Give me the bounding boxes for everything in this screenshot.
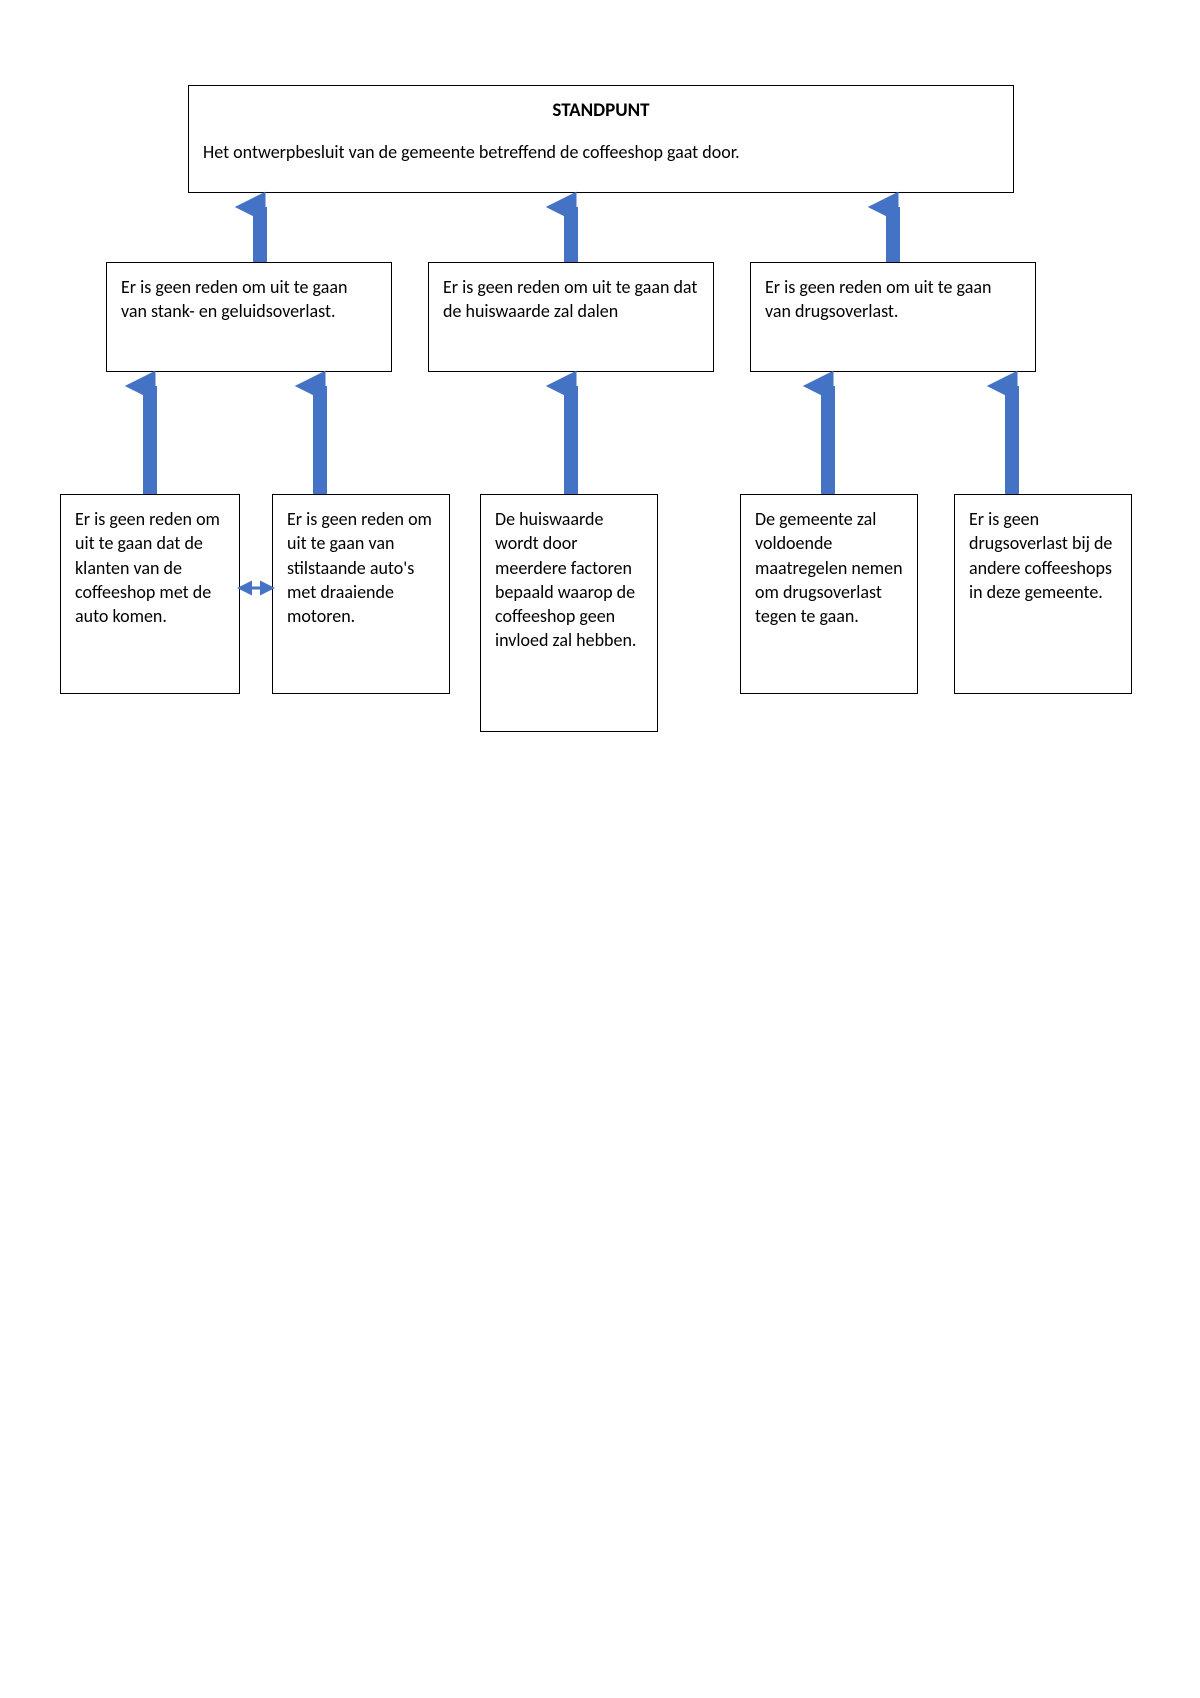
node-leaf4-text: De gemeente zal voldoende maatregelen ne… [755, 508, 903, 627]
node-leaf1: Er is geen reden om uit te gaan dat de k… [60, 494, 240, 694]
node-leaf5: Er is geen drugsoverlast bij de andere c… [954, 494, 1132, 694]
node-leaf3-text: De huiswaarde wordt door meerdere factor… [495, 508, 636, 651]
node-leaf5-text: Er is geen drugsoverlast bij de andere c… [969, 508, 1112, 603]
node-root-title: STANDPUNT [203, 98, 999, 124]
node-mid1-text: Er is geen reden om uit te gaan van stan… [121, 276, 347, 322]
node-leaf1-text: Er is geen reden om uit te gaan dat de k… [75, 508, 220, 627]
node-mid1: Er is geen reden om uit te gaan van stan… [106, 262, 392, 372]
node-leaf2-text: Er is geen reden om uit te gaan van stil… [287, 508, 432, 627]
node-leaf4: De gemeente zal voldoende maatregelen ne… [740, 494, 918, 694]
node-leaf2: Er is geen reden om uit te gaan van stil… [272, 494, 450, 694]
node-mid2-text: Er is geen reden om uit te gaan dat de h… [443, 276, 697, 322]
node-root-text: Het ontwerpbesluit van de gemeente betre… [203, 141, 740, 163]
node-root: STANDPUNT Het ontwerpbesluit van de geme… [188, 85, 1014, 193]
node-mid3: Er is geen reden om uit te gaan van drug… [750, 262, 1036, 372]
connector-layer [0, 0, 1200, 1698]
node-mid3-text: Er is geen reden om uit te gaan van drug… [765, 276, 991, 322]
node-mid2: Er is geen reden om uit te gaan dat de h… [428, 262, 714, 372]
node-leaf3: De huiswaarde wordt door meerdere factor… [480, 494, 658, 732]
